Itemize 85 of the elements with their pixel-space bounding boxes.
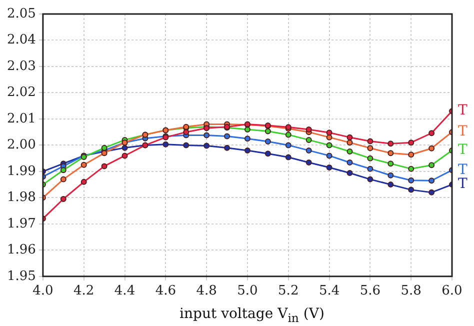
series-label: T [458, 102, 468, 119]
point [408, 177, 414, 184]
y-tick-label: 2.00 [6, 138, 36, 153]
y-tick-label: 2.01 [6, 111, 36, 126]
point [264, 128, 271, 134]
y-tick-label: 1.95 [6, 268, 36, 284]
x-tick-label: 4.6 [155, 284, 176, 299]
point [388, 160, 394, 167]
point [264, 138, 271, 145]
point [367, 155, 374, 162]
point [428, 145, 435, 152]
point [326, 130, 332, 136]
point [428, 130, 435, 136]
x-tick-label: 4.2 [74, 284, 94, 299]
point [408, 140, 414, 146]
point [306, 126, 312, 132]
point [388, 150, 394, 156]
point [326, 142, 332, 148]
x-tick-label: 4.0 [32, 284, 54, 299]
point [204, 142, 210, 149]
point [326, 152, 332, 159]
point [183, 129, 190, 136]
point [408, 186, 414, 193]
point [346, 148, 353, 154]
x-tick-label: 4.4 [114, 284, 136, 299]
x-tick-label: 5.8 [400, 284, 422, 299]
point [326, 164, 332, 171]
point [122, 144, 128, 151]
point [285, 154, 292, 160]
point [285, 132, 292, 138]
x-tick-label: 5.4 [318, 284, 340, 299]
x-tick-label: 4.8 [196, 284, 217, 299]
series-label: T [458, 162, 468, 178]
point [408, 166, 414, 172]
point [306, 136, 312, 143]
y-tick-label: 1.97 [6, 216, 36, 232]
point [388, 172, 394, 178]
point [428, 189, 435, 196]
y-tick-label: 2.04 [6, 32, 36, 48]
point [388, 140, 394, 147]
point [285, 142, 292, 148]
point [428, 162, 435, 168]
series-label: T [458, 176, 468, 192]
point [80, 178, 87, 185]
point [367, 138, 374, 144]
point [306, 147, 312, 154]
point [183, 142, 190, 148]
x-tick-label: 6.0 [442, 284, 462, 299]
point [80, 162, 87, 168]
point [428, 178, 435, 184]
point [367, 145, 374, 152]
point [346, 170, 353, 176]
point [101, 163, 108, 170]
point [346, 134, 353, 140]
point [306, 160, 312, 166]
y-tick-label: 2.03 [6, 58, 36, 74]
point [346, 140, 353, 146]
point [60, 167, 66, 174]
y-tick-label: 2.05 [6, 6, 36, 22]
point [162, 141, 169, 148]
point [101, 144, 108, 151]
x-axis-title: input voltage V$_{in}$ (V) [178, 305, 326, 326]
x-tick-label: 5.6 [360, 284, 381, 299]
point [244, 147, 250, 154]
point [264, 150, 271, 157]
point [122, 152, 128, 159]
x-tick-label: 5.2 [278, 284, 299, 299]
point [224, 133, 230, 140]
point [367, 176, 374, 182]
x-tick-label: 5.0 [237, 284, 258, 299]
point [60, 196, 66, 202]
point [60, 176, 66, 182]
point [224, 144, 230, 151]
point [204, 132, 210, 138]
point [244, 136, 250, 142]
y-tick-label: 2.02 [6, 85, 36, 100]
y-tick-label: 1.96 [6, 242, 36, 258]
point [367, 166, 374, 172]
point [346, 160, 353, 166]
y-tick-label: 1.98 [6, 190, 36, 206]
y-tick-label: 1.99 [6, 164, 36, 179]
series-label: T [458, 142, 468, 158]
point [408, 152, 414, 158]
point [388, 182, 394, 188]
series-label: T [458, 124, 468, 140]
